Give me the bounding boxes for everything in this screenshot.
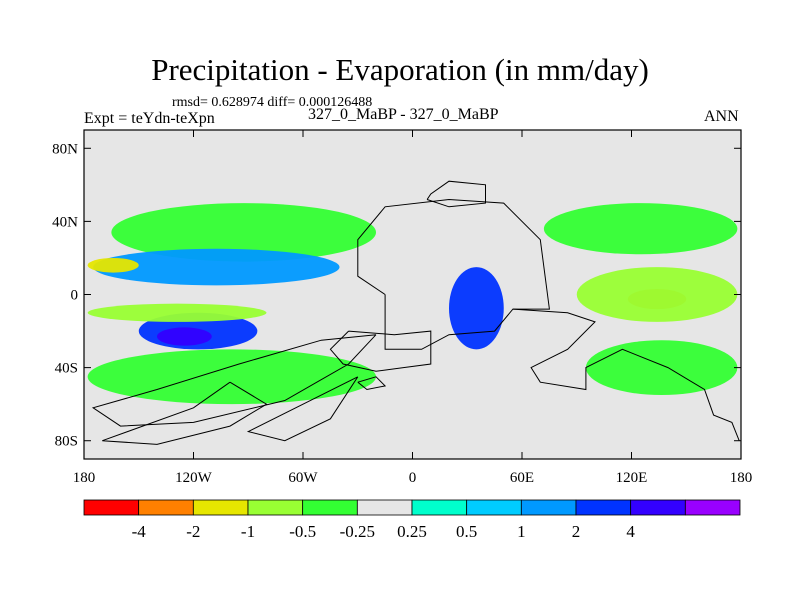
- case-label: 327_0_MaBP - 327_0_MaBP: [308, 106, 499, 123]
- y-tick-label: 0: [71, 288, 79, 304]
- coastline-1: [91, 334, 377, 427]
- field-region-eastern-south-band: [585, 340, 738, 396]
- colorbar: -4 -2 -1 -0.5 -0.25 0.25 0.5 1 2 4: [83, 499, 741, 541]
- colorbar-label: -0.25: [340, 522, 375, 541]
- colorbar-swatch-3: [247, 499, 304, 516]
- coastline-6: [512, 308, 740, 441]
- colorbar-swatch-0: [83, 499, 140, 516]
- map-layer: [84, 130, 741, 459]
- x-tick-label: 60E: [510, 470, 534, 486]
- x-tick-label: 60W: [288, 470, 318, 486]
- colorbar-swatch-1: [138, 499, 194, 516]
- field-region-north-pacific-moist-band: [93, 248, 340, 286]
- colorbar-swatch-2: [192, 499, 249, 516]
- colorbar-label: 4: [626, 522, 635, 541]
- y-tick-label: 40N: [52, 214, 78, 230]
- colorbar-swatch-11: [684, 499, 741, 516]
- colorbar-swatch-4: [302, 499, 358, 516]
- coastline-5: [426, 180, 486, 208]
- y-tick-label: 80S: [55, 434, 78, 450]
- field-region-eastern-north-band: [543, 203, 738, 255]
- colorbar-label: 0.25: [397, 522, 427, 541]
- field-region-southern-ocean: [87, 349, 376, 405]
- y-tick-label: 80N: [52, 141, 78, 157]
- x-tick-label: 120E: [616, 470, 648, 486]
- colorbar-label: 0.5: [456, 522, 477, 541]
- axes-layer: 180 120W 60W 0 60E 120E 180 80N 40N 0 40S 80S: [52, 130, 752, 486]
- colorbar-label: -4: [132, 522, 147, 541]
- x-tick-label: 120W: [175, 470, 213, 486]
- colorbar-label: -2: [186, 522, 200, 541]
- colorbar-swatch-6: [411, 499, 468, 516]
- coastline-3: [246, 376, 359, 442]
- x-tick-label: 180: [73, 470, 96, 486]
- coastline-layer: [91, 180, 740, 445]
- coastline-0: [329, 330, 432, 372]
- coastline-7: [357, 376, 387, 391]
- stats-line: rmsd= 0.628974 diff= 0.000126488: [172, 95, 373, 110]
- colorbar-label: -1: [241, 522, 255, 541]
- experiment-label: Expt = teYdn-teXpn: [84, 110, 215, 127]
- field-region-north-pacific-dry-core: [87, 257, 139, 273]
- field-region-eastern-ocean-subtropics: [576, 267, 738, 322]
- colorbar-label: -0.5: [289, 522, 316, 541]
- colorbar-label: 2: [572, 522, 581, 541]
- field-region-equatorial-max: [157, 327, 212, 346]
- coastline-2: [102, 381, 268, 445]
- colorbar-swatch-8: [520, 499, 577, 516]
- colorbar-swatch-5: [356, 499, 413, 516]
- x-tick-label: 180: [730, 470, 753, 486]
- x-tick-label: 0: [409, 470, 417, 486]
- season-label: ANN: [704, 108, 739, 125]
- field-region-south-pacific-dry: [87, 303, 267, 322]
- colorbar-swatch-10: [630, 499, 686, 516]
- colorbar-label: 1: [517, 522, 526, 541]
- field-region-continent-east-moist: [449, 267, 504, 350]
- colorbar-swatch-7: [466, 499, 522, 516]
- coastline-4: [357, 198, 550, 350]
- field-region-north-pacific-storm-track: [111, 203, 376, 262]
- y-tick-label: 40S: [55, 361, 78, 377]
- colorbar-swatch-9: [575, 499, 632, 516]
- chart-title: Precipitation - Evaporation (in mm/day): [151, 52, 649, 87]
